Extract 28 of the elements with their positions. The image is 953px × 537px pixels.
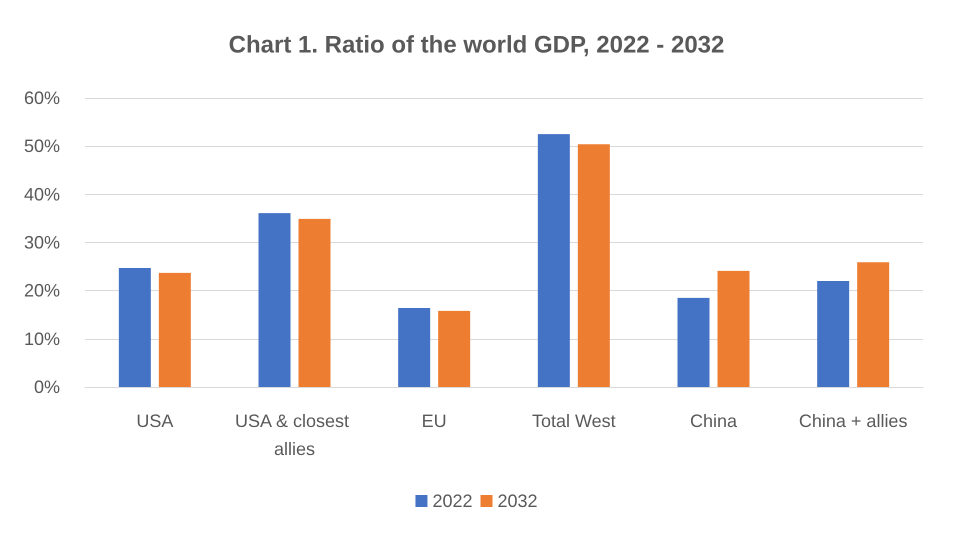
bar [857, 262, 890, 387]
y-tick-label: 40% [24, 184, 60, 204]
y-tick-label: 0% [34, 377, 60, 397]
chart-title: Chart 1. Ratio of the world GDP, 2022 - 2032 [228, 32, 724, 58]
x-tick-label: China + allies [798, 411, 908, 431]
bar [438, 310, 470, 387]
x-tick-label: USA & closest allies [234, 411, 354, 459]
bar [118, 268, 151, 387]
x-tick-label: China [690, 411, 738, 431]
bar [817, 281, 850, 387]
bar [398, 308, 430, 387]
bar [578, 144, 610, 387]
y-tick-label: 50% [24, 136, 60, 156]
legend-label: 2032 [498, 491, 538, 511]
y-tick-label: 60% [24, 88, 60, 108]
x-tick-label: Total West [532, 411, 616, 431]
bar [538, 134, 570, 387]
bar [158, 272, 191, 387]
y-tick-label: 10% [24, 328, 60, 349]
bar [258, 213, 290, 387]
x-tick-label: USA [136, 411, 174, 431]
bar [298, 218, 330, 387]
bar [678, 298, 710, 387]
y-tick-label: 20% [24, 280, 60, 301]
legend-label: 2022 [432, 491, 473, 511]
x-tick-label: EU [422, 411, 447, 431]
bar [718, 270, 750, 387]
y-tick-label: 30% [24, 232, 60, 252]
